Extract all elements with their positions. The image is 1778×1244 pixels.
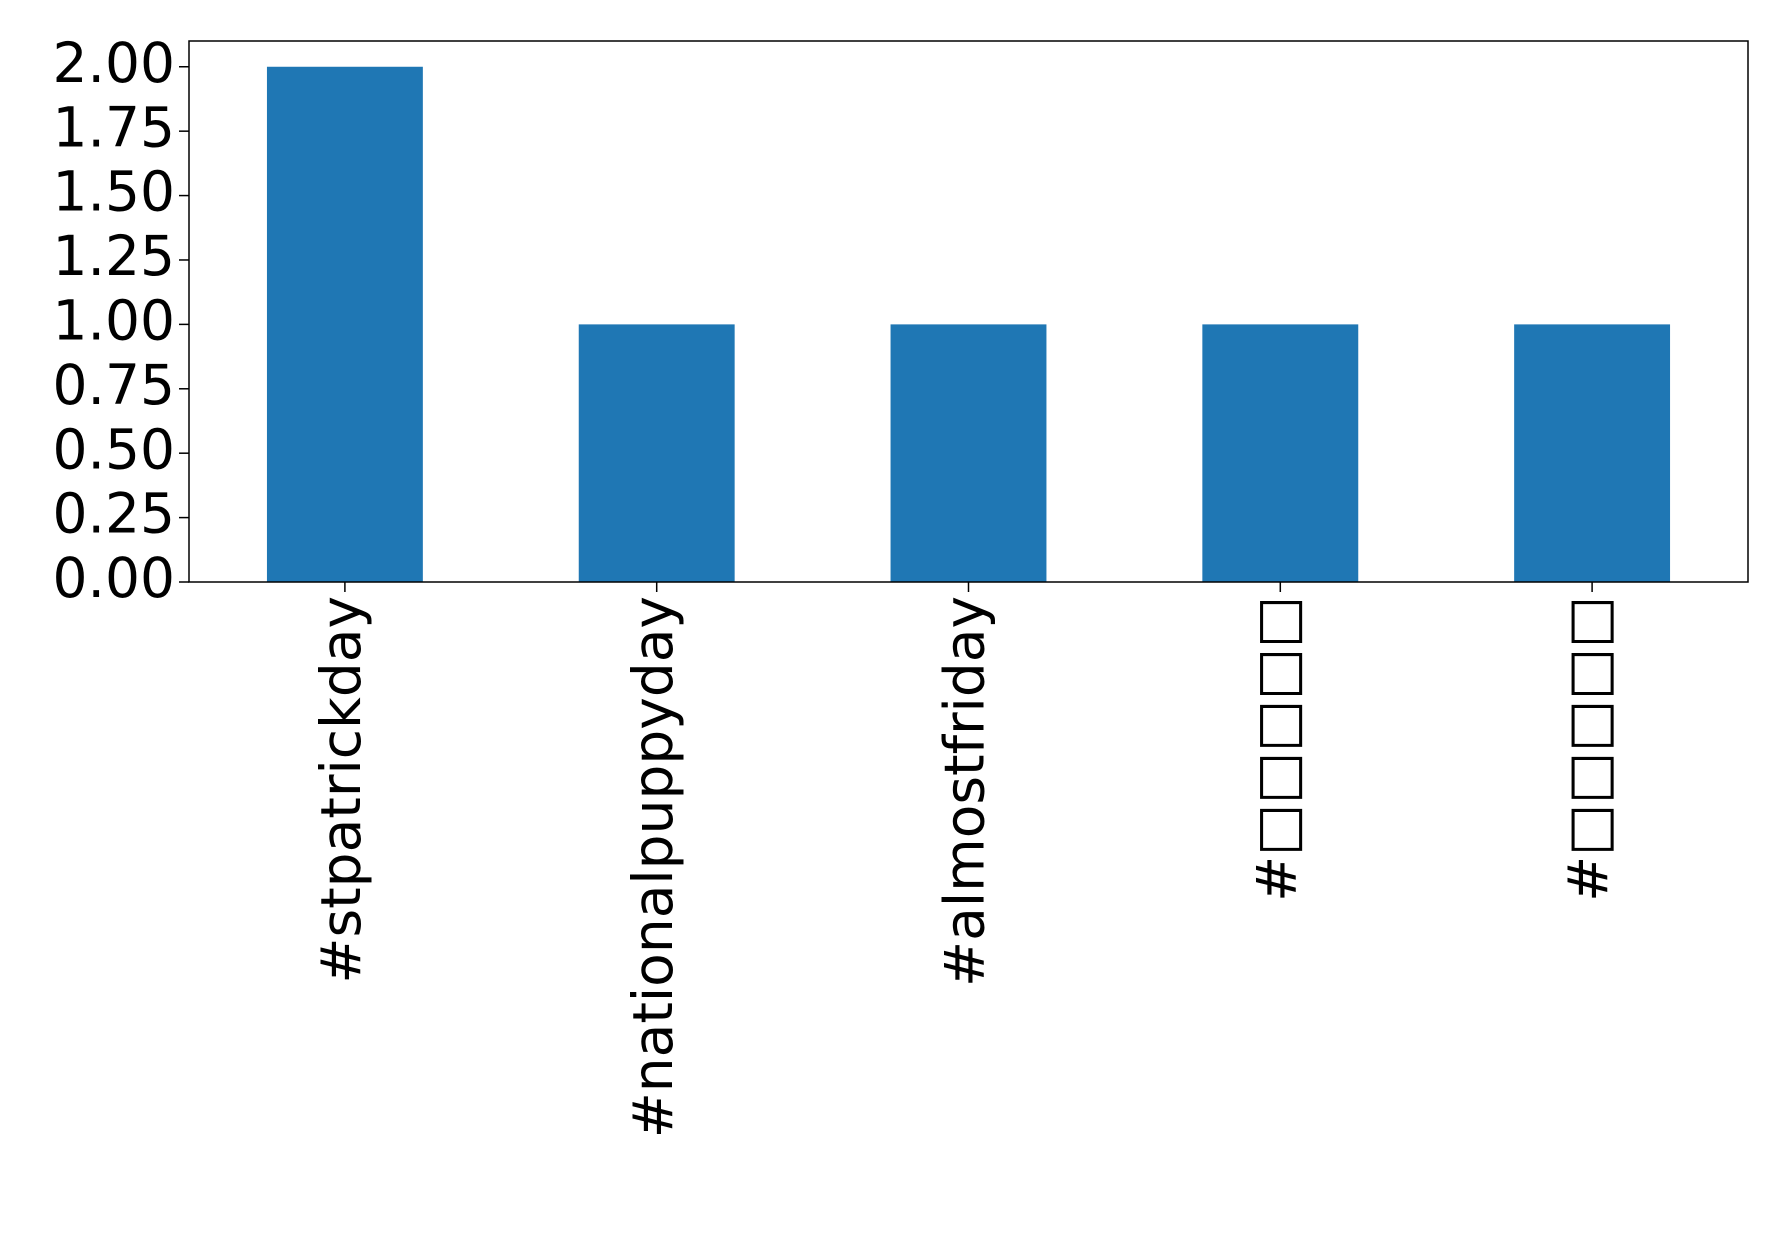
bar [266, 66, 423, 582]
x-tick-label: #stpatrickday [309, 596, 373, 984]
plot-frame [188, 40, 1749, 583]
x-tick-label: #□□□□□ [1556, 596, 1620, 902]
y-tick-label: 1.00 [53, 289, 175, 353]
y-tick-label: 0.50 [53, 417, 175, 481]
y-tick-label: 0.25 [53, 482, 175, 546]
y-tick-label: 1.50 [53, 160, 175, 224]
y-tick-label: 0.75 [53, 353, 175, 417]
y-tick-label: 1.75 [53, 95, 175, 159]
y-tick-label: 1.25 [53, 224, 175, 288]
x-tick-label: #nationalpuppyday [621, 596, 685, 1138]
bar [1514, 324, 1671, 582]
x-tick-label: #almostfriday [933, 596, 997, 987]
bar [1202, 324, 1359, 582]
x-tick-label: #□□□□□ [1244, 596, 1308, 902]
bar [578, 324, 735, 582]
y-tick-label: 0.00 [53, 546, 175, 610]
y-tick-label: 2.00 [53, 31, 175, 95]
bar [890, 324, 1047, 582]
